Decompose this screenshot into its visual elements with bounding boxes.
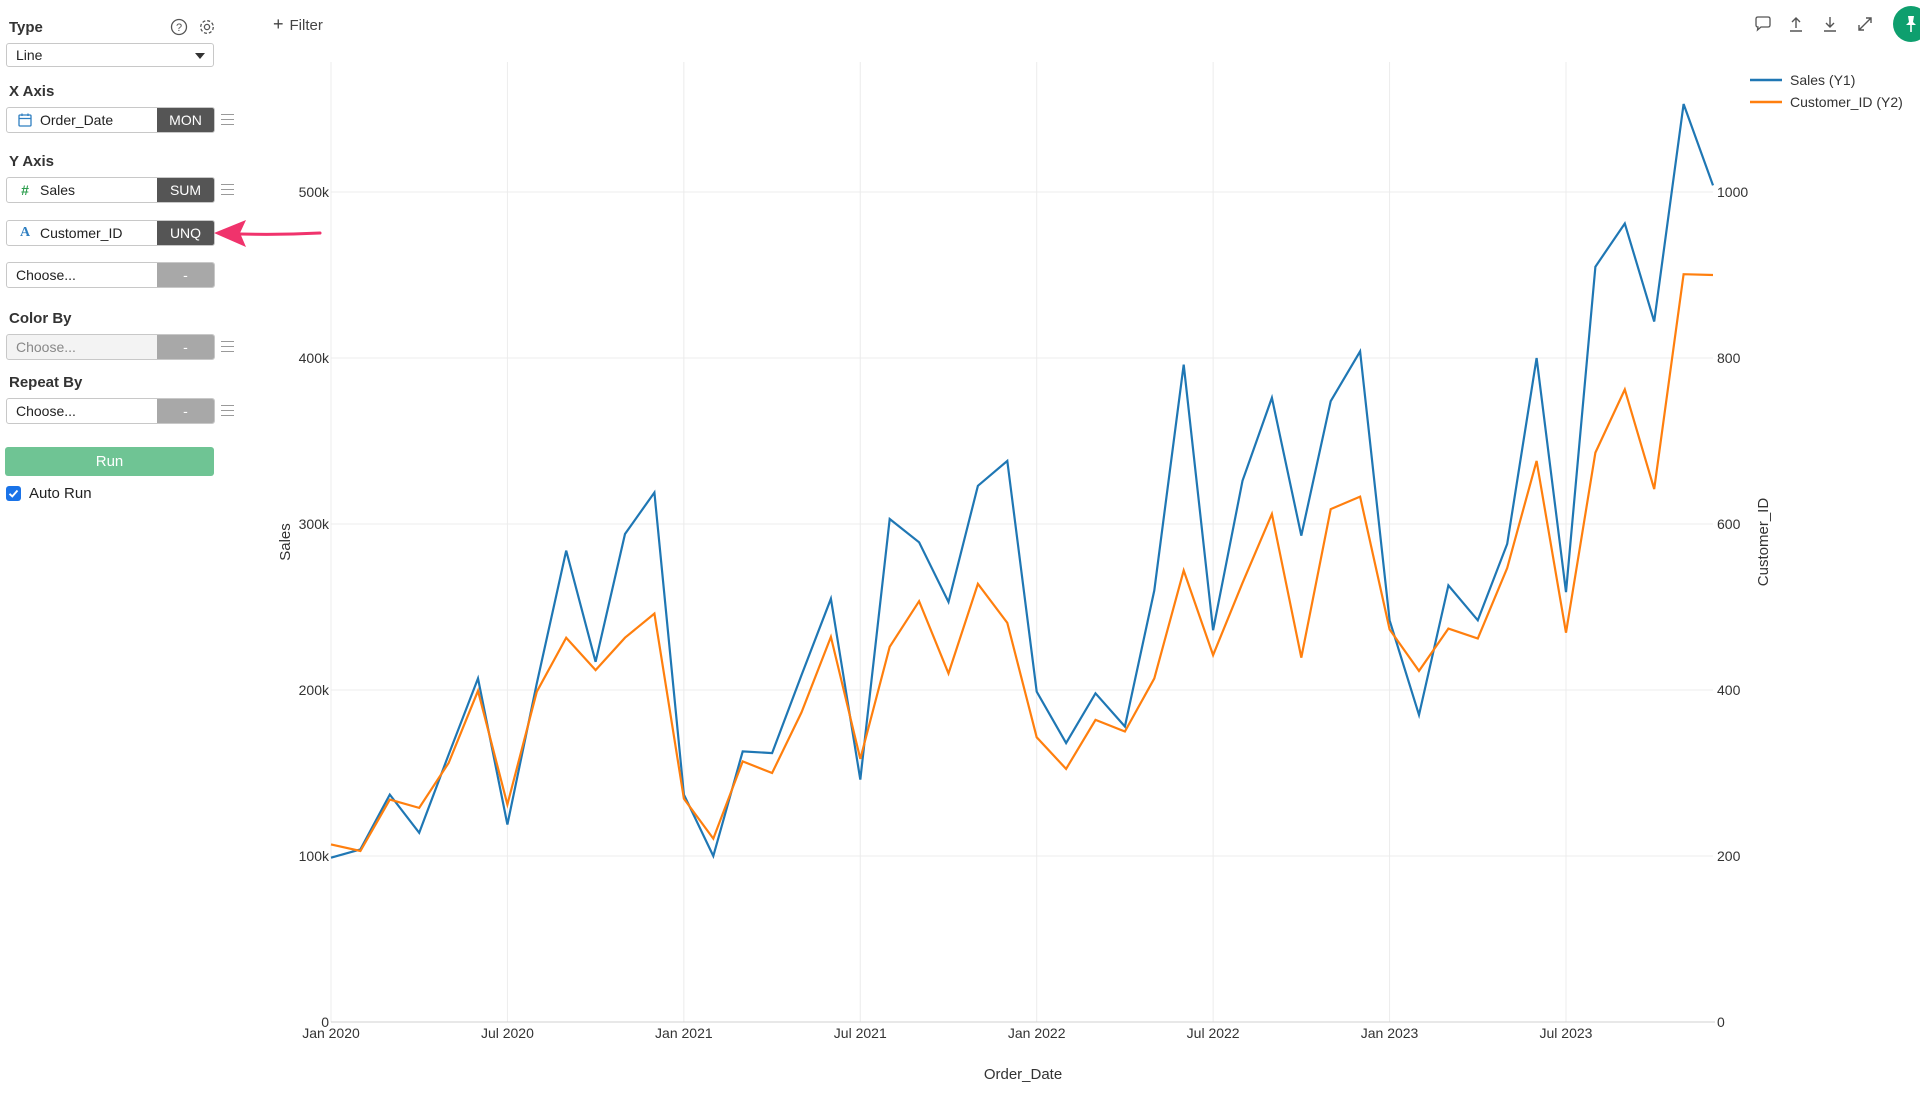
hash-icon: # [21,182,29,198]
y-tick-label: 200k [299,682,330,698]
run-button[interactable]: Run [5,447,214,476]
y2-axis-title: Customer_ID [1755,498,1772,587]
svg-text:?: ? [176,22,182,34]
y-axis-ticks: 0 100k 200k 300k 400k 500k [299,184,330,1030]
x-tick-label: Jan 2023 [1361,1025,1419,1041]
x-axis-label: X Axis [9,83,55,100]
chart-legend: Sales (Y1) Customer_ID (Y2) [1750,72,1903,110]
plus-icon: + [273,14,284,34]
legend-label-sales: Sales (Y1) [1790,72,1855,88]
checkmark-icon [8,489,19,498]
y-axis-field-name: Customer_ID [40,225,123,241]
y-axis-field-customer-id[interactable]: A Customer_ID UNQ [6,220,215,246]
comment-icon[interactable] [1753,14,1773,34]
auto-run-checkbox[interactable] [6,486,21,501]
upload-icon[interactable] [1786,14,1806,34]
y-tick-label: 300k [299,516,330,532]
x-tick-label: Jan 2020 [302,1025,360,1041]
series-line-sales [330,103,1715,860]
color-by-label: Color By [9,310,72,327]
y-axis-choose-aggregation[interactable]: - [157,263,214,287]
download-icon[interactable] [1820,14,1840,34]
chevron-down-icon [195,53,205,59]
chart-config-panel: Type ? Line X Axis Order_Date MON Y Axis… [0,0,322,1095]
type-label: Type [9,19,43,36]
help-icon[interactable]: ? [170,18,188,36]
y-tick-label: 0 [321,1014,329,1030]
x-axis-aggregation-button[interactable]: MON [157,108,214,132]
pin-button[interactable] [1893,6,1920,42]
x-axis-field-name: Order_Date [40,112,114,128]
y-axis-aggregation-button[interactable]: SUM [157,178,214,202]
chart-type-select[interactable]: Line [6,43,214,67]
y-axis-label: Y Axis [9,153,55,170]
y-tick-label: 500k [299,184,330,200]
annotation-arrow-icon [214,220,322,247]
series-line-customer-id [330,273,1714,853]
filter-button[interactable]: + Filter [273,13,323,35]
filter-label: Filter [289,17,323,34]
x-tick-label: Jan 2021 [655,1025,713,1041]
x-tick-label: Jul 2022 [1187,1025,1240,1041]
y-tick-label: 100k [299,848,330,864]
color-by-menu-icon[interactable] [221,341,234,353]
y2-tick-label: 600 [1717,516,1741,532]
pin-icon [1906,16,1916,32]
repeat-by-label: Repeat By [9,374,83,391]
y2-axis-ticks: 0 200 400 600 800 1000 [1717,184,1748,1030]
x-tick-label: Jul 2023 [1540,1025,1593,1041]
y-axis-aggregation-button[interactable]: UNQ [157,221,214,245]
y-axis-title: Sales [277,523,294,561]
y-tick-label: 400k [299,350,330,366]
color-by-placeholder: Choose... [16,339,76,355]
y-axis-menu-icon[interactable] [221,184,234,196]
gear-icon[interactable] [198,18,216,36]
repeat-by-menu-icon[interactable] [221,405,234,417]
y2-tick-label: 200 [1717,848,1741,864]
text-a-icon: A [19,225,31,240]
y-axis-choose-placeholder: Choose... [16,267,76,283]
x-axis-title: Order_Date [984,1066,1062,1083]
x-axis-field[interactable]: Order_Date MON [6,107,215,133]
y2-tick-label: 0 [1717,1014,1725,1030]
x-tick-label: Jan 2022 [1008,1025,1066,1041]
x-axis-menu-icon[interactable] [221,114,234,126]
legend-label-customer-id: Customer_ID (Y2) [1790,94,1903,110]
repeat-by-aggregation[interactable]: - [157,399,214,423]
expand-icon[interactable] [1855,14,1875,34]
color-by-aggregation[interactable]: - [157,335,214,359]
y-axis-field-name: Sales [40,182,76,198]
chart-series [330,103,1715,860]
y-axis-field-choose[interactable]: Choose... - [6,262,215,288]
x-tick-label: Jul 2020 [481,1025,534,1041]
y2-tick-label: 400 [1717,682,1741,698]
repeat-by-field[interactable]: Choose... - [6,398,215,424]
y2-tick-label: 800 [1717,350,1741,366]
x-axis-ticks: Jan 2020 Jul 2020 Jan 2021 Jul 2021 Jan 2022… [302,1025,1592,1041]
repeat-by-placeholder: Choose... [16,403,76,419]
x-tick-label: Jul 2021 [834,1025,887,1041]
y2-tick-label: 1000 [1717,184,1748,200]
chart-grid [330,62,1713,1022]
auto-run-label: Auto Run [29,485,92,502]
y-axis-field-sales[interactable]: # Sales SUM [6,177,215,203]
color-by-field[interactable]: Choose... - [6,334,215,360]
calendar-icon [18,113,32,127]
chart-type-value: Line [16,47,43,63]
